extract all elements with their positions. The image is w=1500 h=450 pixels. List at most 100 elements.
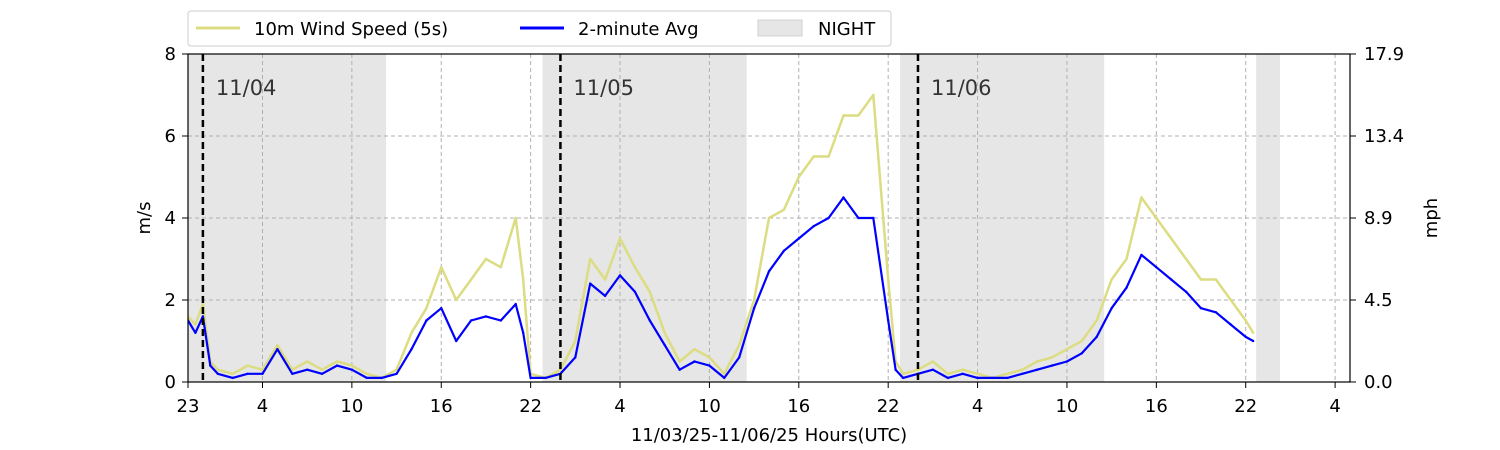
wind-speed-5s-point	[1095, 319, 1098, 322]
wind-speed-5s-point	[350, 364, 354, 367]
two-minute-avg-point	[440, 307, 443, 310]
two-minute-avg-point	[529, 376, 532, 380]
wind-speed-5s-point	[708, 356, 711, 359]
two-minute-avg-point	[1199, 307, 1203, 310]
wind-speed-5s-point	[440, 266, 443, 269]
wind-speed-5s-point	[454, 298, 458, 302]
wind-speed-5s-point	[559, 368, 562, 371]
wind-speed-5s-point	[857, 114, 860, 117]
wind-speed-5s-point	[827, 155, 830, 158]
wind-speed-5s-point	[648, 290, 652, 293]
two-minute-avg-point	[1006, 376, 1009, 380]
wind-speed-5s-point	[603, 278, 607, 281]
two-minute-avg-point	[872, 216, 875, 220]
two-minute-avg-point	[991, 376, 994, 380]
wind-speed-5s-point	[1199, 278, 1203, 281]
wind-speed-5s-point	[1155, 216, 1158, 220]
day-marker-label: 11/04	[216, 76, 277, 100]
wind-speed-5s-point	[514, 216, 517, 220]
wind-speed-5s-point	[194, 323, 197, 326]
wind-speed-5s-point	[499, 266, 503, 269]
wind-speed-5s-point	[291, 368, 294, 371]
wind-speed-5s-point	[246, 364, 249, 367]
two-minute-avg-point	[209, 364, 212, 367]
day-marker-label: 11/05	[573, 76, 634, 100]
two-minute-avg-point	[484, 315, 488, 318]
wind-speed-5s-point	[1050, 356, 1054, 359]
wind-speed-5s-point	[276, 343, 279, 347]
wind-speed-5s-point	[469, 278, 473, 281]
wind-speed-5s-point	[1244, 319, 1247, 322]
y-axis-title-right: mph	[1421, 198, 1442, 238]
y-tick-label-right: 13.4	[1364, 126, 1404, 147]
two-minute-avg-point	[738, 356, 741, 359]
two-minute-avg-point	[589, 282, 592, 285]
two-minute-avg-point	[469, 319, 473, 322]
y-tick-label-left: 2	[165, 290, 176, 311]
two-minute-avg-point	[894, 368, 897, 371]
x-tick-label: 23	[177, 396, 200, 417]
wind-speed-5s-point	[723, 372, 726, 375]
two-minute-avg-point	[708, 364, 711, 367]
x-tick-label: 10	[1055, 396, 1078, 417]
wind-speed-5s-point	[782, 208, 786, 211]
two-minute-avg-point	[961, 372, 964, 375]
x-tick-label: 16	[1145, 396, 1168, 417]
wind-speed-5s-point	[1184, 257, 1188, 261]
x-tick-label: 16	[430, 396, 453, 417]
wind-speed-5s-point	[1021, 368, 1024, 371]
wind-speed-5s-point	[1125, 257, 1128, 261]
x-tick-label: 22	[519, 396, 542, 417]
two-minute-avg-point	[931, 368, 935, 371]
wind-speed-5s-point	[1214, 278, 1218, 281]
wind-speed-5s-point	[842, 114, 845, 117]
two-minute-avg-point	[648, 319, 652, 322]
two-minute-avg-point	[544, 376, 547, 380]
two-minute-avg-point	[678, 368, 681, 371]
two-minute-avg-point	[1170, 278, 1173, 281]
wind-speed-5s-point	[589, 257, 592, 261]
wind-speed-5s-point	[1065, 348, 1069, 351]
wind-speed-5s-point	[752, 298, 756, 302]
day-marker-label: 11/06	[931, 76, 992, 100]
wind-speed-5s-point	[901, 372, 905, 375]
two-minute-avg-point	[693, 360, 696, 363]
wind-speed-5s-point	[812, 155, 815, 158]
two-minute-avg-point	[812, 225, 815, 228]
wind-speed-5s-point	[320, 368, 324, 371]
two-minute-avg-point	[752, 307, 756, 310]
two-minute-avg-point	[663, 343, 666, 347]
two-minute-avg-point	[1021, 372, 1024, 375]
wind-speed-5s-point	[484, 257, 488, 261]
wind-speed-5s-point	[693, 348, 696, 351]
wind-speed-5s-point	[976, 372, 979, 375]
wind-speed-5s-point	[678, 360, 681, 363]
wind-speed-5s-point	[916, 368, 920, 371]
wind-speed-5s-point	[425, 307, 428, 310]
two-minute-avg-point	[425, 319, 428, 322]
y-tick-label-left: 8	[165, 44, 176, 65]
x-tick-label: 10	[340, 396, 363, 417]
y-tick-label-right: 4.5	[1364, 290, 1393, 311]
x-axis-title: 11/03/25-11/06/25 Hours(UTC)	[631, 425, 907, 446]
y-tick-label-left: 6	[165, 126, 176, 147]
two-minute-avg-point	[603, 294, 607, 298]
two-minute-avg-point	[380, 376, 383, 380]
two-minute-avg-point	[1125, 286, 1128, 289]
wind-speed-5s-point	[1170, 237, 1173, 240]
two-minute-avg-point	[395, 372, 398, 375]
two-minute-avg-point	[633, 290, 637, 293]
x-tick-label: 4	[257, 396, 268, 417]
wind-speed-5s-point	[738, 343, 741, 347]
two-minute-avg-point	[1184, 290, 1188, 293]
two-minute-avg-point	[1229, 323, 1233, 326]
wind-speed-5s-point	[872, 93, 875, 97]
wind-speed-5s-point	[1229, 298, 1233, 302]
two-minute-avg-point	[514, 302, 517, 306]
legend-label-two-minute-avg: 2-minute Avg	[578, 19, 699, 40]
two-minute-avg-point	[454, 339, 458, 343]
wind-speed-5s-point	[216, 368, 219, 371]
y-tick-label-left: 0	[165, 372, 176, 393]
wind-speed-5s-point	[261, 368, 264, 371]
